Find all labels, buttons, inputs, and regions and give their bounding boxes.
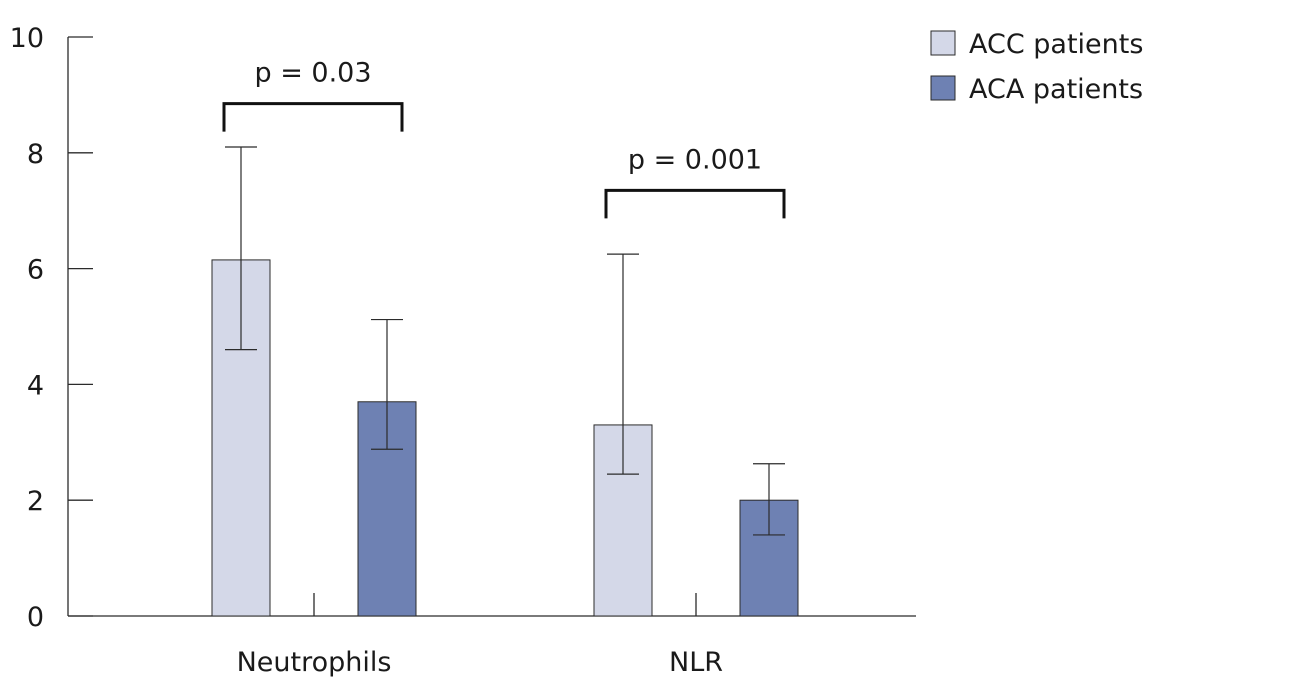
y-tick-label: 8 [27, 139, 44, 170]
bars [211, 259, 799, 617]
y-tick-label: 2 [27, 486, 44, 517]
error-bars [225, 146, 785, 536]
legend-label: ACA patients [969, 74, 1143, 105]
significance-bracket [604, 188, 786, 219]
legend-swatch [930, 30, 956, 56]
p-value-label: p = 0.03 [254, 58, 371, 89]
significance-annotations: p = 0.03 p = 0.001 [222, 58, 786, 219]
y-tick-label: 0 [27, 602, 44, 633]
x-category-label: Neutrophils [237, 647, 392, 678]
axes: 0 2 4 6 8 10 Neutrophils NLR [10, 23, 916, 678]
p-value-label: p = 0.001 [628, 144, 762, 175]
y-tick-label: 10 [10, 23, 44, 54]
significance-bracket [222, 102, 404, 132]
legend-label: ACC patients [969, 29, 1143, 60]
y-tick-label: 4 [27, 370, 44, 401]
x-category-label: NLR [669, 647, 723, 678]
legend: ACC patients ACA patients [930, 29, 1143, 105]
legend-swatch [930, 75, 956, 101]
y-tick-label: 6 [27, 255, 44, 286]
